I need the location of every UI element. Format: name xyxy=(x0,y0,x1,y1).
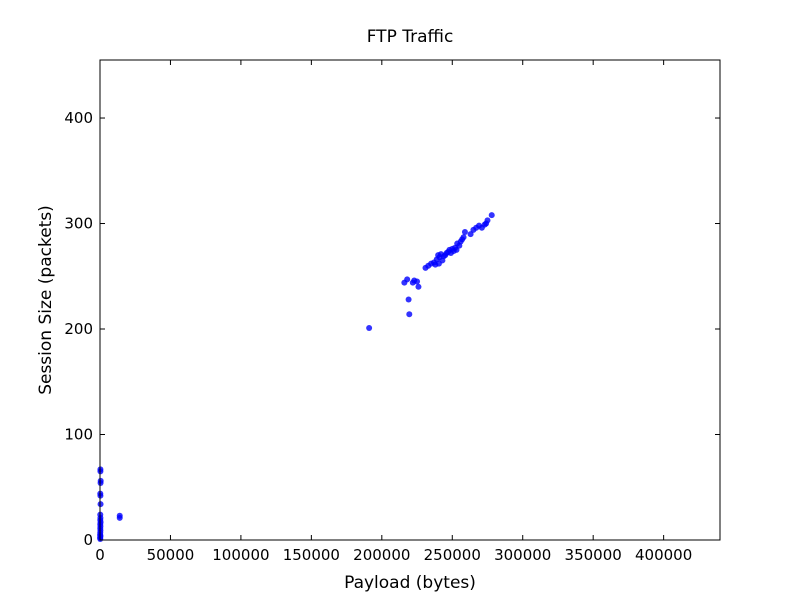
y-axis-ticks: 0 100 200 300 400 xyxy=(64,109,720,549)
x-tick-label: 100000 xyxy=(212,546,269,564)
y-tick-label: 0 xyxy=(83,531,93,549)
plot-area-frame xyxy=(99,59,721,541)
x-tick-label: 50000 xyxy=(147,546,195,564)
x-tick-label: 200000 xyxy=(353,546,410,564)
y-tick-label: 400 xyxy=(64,109,93,127)
data-point xyxy=(460,234,467,241)
data-point xyxy=(453,246,460,253)
data-point xyxy=(97,501,104,508)
x-axis-label: Payload (bytes) xyxy=(344,573,476,593)
data-point xyxy=(366,324,373,331)
data-point xyxy=(461,228,468,235)
data-point xyxy=(406,311,413,318)
data-point xyxy=(405,296,412,303)
data-point xyxy=(404,276,411,283)
x-tick-label: 0 xyxy=(95,546,105,564)
chart-title: FTP Traffic xyxy=(367,27,454,47)
plot-points xyxy=(97,212,495,542)
y-tick-label: 200 xyxy=(64,320,93,338)
data-point xyxy=(97,480,104,487)
x-tick-label: 350000 xyxy=(565,546,622,564)
data-point xyxy=(414,278,421,285)
data-point xyxy=(116,514,123,521)
data-point xyxy=(467,231,474,238)
data-point xyxy=(415,283,422,290)
x-tick-label: 300000 xyxy=(494,546,551,564)
x-tick-label: 150000 xyxy=(283,546,340,564)
y-tick-label: 300 xyxy=(64,215,93,233)
y-tick-label: 100 xyxy=(64,426,93,444)
x-tick-label: 400000 xyxy=(635,546,692,564)
y-axis-label: Session Size (packets) xyxy=(36,205,56,395)
x-axis-ticks: 0 50000 100000 150000 200000 250000 300000 3500… xyxy=(95,60,692,564)
data-point xyxy=(484,217,491,224)
x-tick-label: 250000 xyxy=(424,546,481,564)
data-point xyxy=(488,212,495,219)
